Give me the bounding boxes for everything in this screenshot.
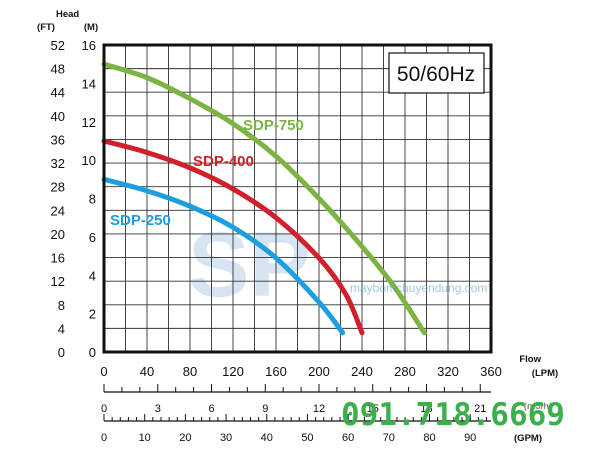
x-tick-lpm-label: 40 [140,364,154,379]
y-ticks-m: 0 2 4 6 8 10 12 14 16 [82,38,96,360]
y-tick-ft-label: 52 [51,38,65,53]
y-tick-m-label: 0 [89,345,96,360]
x-axis-unit-gpm: (GPM) [514,433,542,444]
y-tick-ft-label: 40 [51,109,65,124]
y-tick-ft-label: 44 [51,85,65,100]
y-axis-unit-ft: (FT) [37,22,55,33]
series-label-sdp-750: SDP-750 [243,117,304,134]
x-tick-gpm-label: 40 [261,432,273,444]
x-tick-gpm-label: 50 [301,432,313,444]
y-tick-ft-label: 28 [51,180,65,195]
y-tick-m-label: 10 [82,153,96,168]
x-tick-lpm-label: 80 [183,364,197,379]
y-tick-ft-label: 24 [51,203,65,218]
y-tick-ft-label: 20 [51,227,65,242]
frequency-label: 50/60Hz [397,63,475,86]
y-tick-ft-label: 8 [58,298,65,313]
x-tick-m3h-label: 15 [367,403,379,415]
y-tick-ft-label: 32 [51,156,65,171]
y-tick-ft-label: 0 [58,345,65,360]
curve-sdp-750 [101,61,427,336]
plot-frame [102,43,493,354]
x-tick-lpm-label: 320 [437,364,459,379]
curves [101,61,427,336]
curve-sdp-250 [101,176,346,336]
x-tick-lpm-label: 160 [265,364,287,379]
x-tick-m3h-label: 21 [474,403,486,415]
watermark-site: maybomchuyendung.com [350,281,487,295]
x-tick-gpm-label: 60 [342,432,354,444]
series-label-sdp-400: SDP-400 [193,153,254,170]
x-tick-gpm-label: 90 [464,432,476,444]
x-tick-gpm-label: 20 [179,432,191,444]
y-tick-m-label: 4 [89,268,96,283]
y-axis-unit-m: (M) [84,22,98,33]
frequency-box: 50/60Hz [388,52,485,94]
x-tick-lpm-label: 0 [100,364,107,379]
x-tick-gpm-label: 10 [139,432,151,444]
x-tick-gpm-label: 30 [220,432,232,444]
y-tick-ft-label: 16 [51,251,65,266]
x-tick-m3h-label: 18 [420,403,432,415]
y-tick-ft-label: 36 [51,132,65,147]
y-tick-m-label: 8 [89,192,96,207]
x-tick-m3h-label: 12 [313,403,325,415]
curve-sdp-400 [101,138,365,336]
x-tick-lpm-label: 120 [222,364,244,379]
x-ticks-gpm: 0 10 20 30 40 50 60 70 80 90 [101,414,491,444]
y-tick-ft-label: 4 [58,321,65,336]
x-tick-lpm-label: 280 [394,364,416,379]
x-tick-gpm-label: 70 [383,432,395,444]
y-tick-m-label: 6 [89,230,96,245]
y-tick-m-label: 2 [89,307,96,322]
x-axis-unit-m3h: (m3/h) [524,401,553,412]
x-ticks-lpm: 0 40 80 120 160 200 240 280 320 360 [100,364,501,379]
x-axis-title: Flow [519,354,541,365]
x-tick-m3h-label: 3 [155,403,161,415]
x-tick-m3h-label: 0 [101,403,107,415]
x-axis-unit-lpm: (LPM) [532,368,558,379]
x-tick-lpm-label: 200 [308,364,330,379]
x-tick-m3h-label: 6 [208,403,214,415]
y-tick-m-label: 14 [82,76,96,91]
x-tick-m3h-label: 9 [262,403,268,415]
y-axis-title: Head [56,9,79,20]
x-tick-gpm-label: 0 [101,432,107,444]
x-tick-lpm-label: 360 [480,364,502,379]
x-tick-lpm-label: 240 [351,364,373,379]
y-tick-ft-label: 48 [51,62,65,77]
x-ticks-m3h: 0 3 6 9 12 15 18 21 [101,384,491,415]
x-tick-gpm-label: 80 [423,432,435,444]
series-label-sdp-250: SDP-250 [110,212,171,229]
y-tick-m-label: 16 [82,38,96,53]
y-tick-ft-label: 12 [51,274,65,289]
y-tick-m-label: 12 [82,115,96,130]
watermark-phone: 091.718.6669 [341,397,565,433]
